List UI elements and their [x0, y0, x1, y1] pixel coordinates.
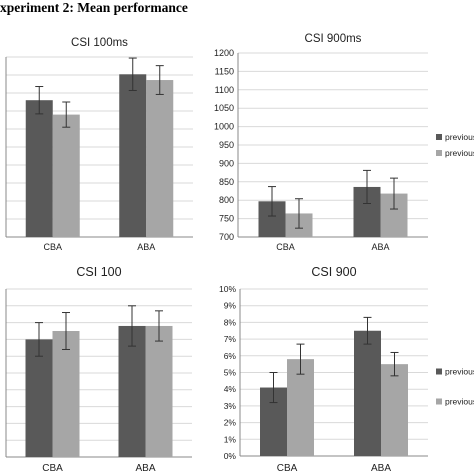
- chart-4-title: CSI 900: [311, 265, 356, 279]
- chart-2-legend-label: previous: [445, 132, 474, 142]
- chart-4-category-label: CBA: [277, 463, 298, 474]
- figure-title: xperiment 2: Mean performance: [0, 0, 188, 15]
- chart-2-y-tick-label: 950: [219, 140, 234, 150]
- chart-2-y-tick-label: 900: [219, 158, 234, 168]
- chart-2-legend-label: previous: [445, 148, 474, 158]
- chart-2-y-tick-label: 850: [219, 177, 234, 187]
- chart-4-y-tick-label: 7%: [224, 334, 237, 344]
- chart-1-bar: [146, 80, 174, 237]
- chart-2-y-tick-label: 1050: [214, 103, 234, 113]
- chart-4-category-label: ABA: [371, 463, 391, 474]
- chart-4-bar: [381, 364, 408, 456]
- chart-2-legend-swatch: [436, 134, 442, 140]
- chart-3-bar: [25, 339, 53, 457]
- chart-2-category-label: ABA: [371, 242, 389, 252]
- chart-1-bar: [52, 114, 80, 237]
- chart-2-legend-swatch: [436, 150, 442, 156]
- chart-4-legend-swatch: [436, 368, 442, 375]
- chart-4-y-tick-label: 0%: [224, 451, 237, 461]
- chart-2-y-tick-label: 1150: [215, 66, 234, 76]
- chart-2-y-tick-label: 1100: [215, 85, 234, 95]
- chart-3-title: CSI 100: [76, 265, 121, 279]
- chart-3-category-label: ABA: [135, 463, 155, 474]
- chart-3-bar: [145, 325, 173, 457]
- chart-2-y-tick-label: 1000: [214, 122, 234, 132]
- chart-4-y-tick-label: 4%: [224, 384, 237, 394]
- chart-2-category-label: CBA: [276, 242, 295, 252]
- chart-2-y-tick-label: 750: [219, 214, 234, 224]
- chart-3-bar: [52, 331, 80, 457]
- chart-4-y-tick-label: 10%: [219, 284, 236, 294]
- chart-4-legend-label: previous_: [445, 397, 474, 407]
- chart-1-bar: [25, 100, 53, 237]
- chart-2-y-tick-label: 700: [219, 232, 234, 242]
- chart-4-legend-swatch: [436, 398, 442, 405]
- chart-4-y-tick-label: 2%: [224, 418, 237, 428]
- chart-4-y-tick-label: 5%: [224, 368, 237, 378]
- chart-1-bar: [119, 74, 147, 237]
- chart-1-category-label: CBA: [43, 242, 62, 252]
- chart-4-y-tick-label: 8%: [224, 317, 237, 327]
- chart-2-title: CSI 900ms: [305, 33, 362, 45]
- chart-4-y-tick-label: 1%: [224, 434, 237, 444]
- chart-4-legend-label: previous_: [445, 367, 474, 377]
- chart-4-y-tick-label: 6%: [224, 351, 237, 361]
- chart-4-y-tick-label: 9%: [224, 301, 237, 311]
- chart-4-bar: [354, 330, 381, 456]
- chart-4-y-tick-label: 3%: [224, 401, 237, 411]
- chart-1-category-label: ABA: [137, 242, 155, 252]
- chart-4-bar: [287, 359, 314, 456]
- chart-2-y-tick-label: 800: [219, 195, 234, 205]
- chart-3-bar: [118, 325, 146, 457]
- chart-3-category-label: CBA: [42, 463, 63, 474]
- chart-2-y-tick-label: 1200: [214, 48, 234, 58]
- chart-1-title: CSI 100ms: [71, 37, 128, 49]
